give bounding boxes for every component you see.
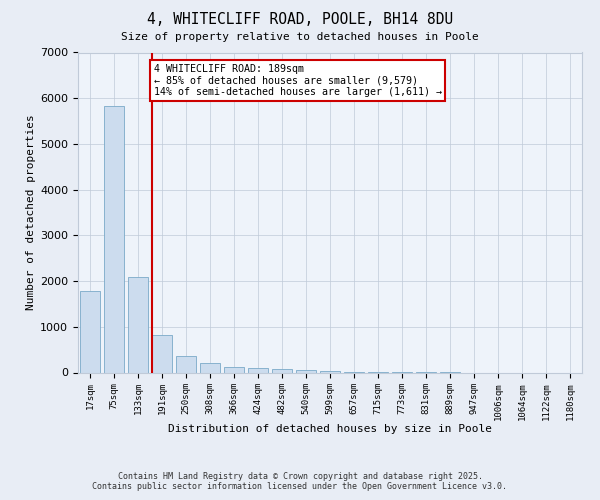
Text: Contains HM Land Registry data © Crown copyright and database right 2025.
Contai: Contains HM Land Registry data © Crown c…	[92, 472, 508, 491]
Bar	[176, 356, 196, 372]
Bar	[248, 368, 268, 372]
Bar	[320, 371, 340, 372]
Text: 4, WHITECLIFF ROAD, POOLE, BH14 8DU: 4, WHITECLIFF ROAD, POOLE, BH14 8DU	[147, 12, 453, 28]
Bar	[296, 370, 316, 372]
Bar	[80, 291, 100, 372]
Text: Size of property relative to detached houses in Poole: Size of property relative to detached ho…	[121, 32, 479, 42]
Bar	[272, 369, 292, 372]
Bar	[104, 106, 124, 372]
Bar	[152, 336, 172, 372]
Bar	[200, 363, 220, 372]
Bar	[128, 276, 148, 372]
Text: 4 WHITECLIFF ROAD: 189sqm
← 85% of detached houses are smaller (9,579)
14% of se: 4 WHITECLIFF ROAD: 189sqm ← 85% of detac…	[154, 64, 442, 97]
Bar	[224, 367, 244, 372]
Y-axis label: Number of detached properties: Number of detached properties	[26, 114, 36, 310]
X-axis label: Distribution of detached houses by size in Poole: Distribution of detached houses by size …	[168, 424, 492, 434]
